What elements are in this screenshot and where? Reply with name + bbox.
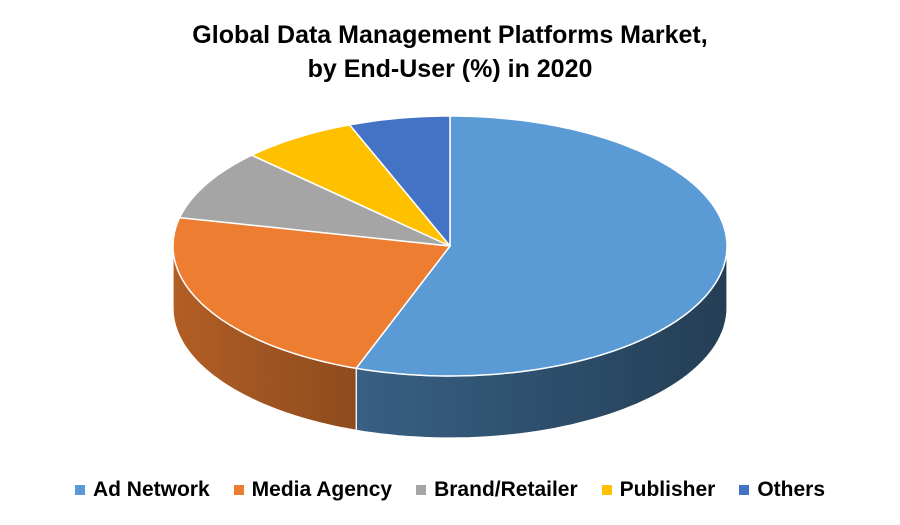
- legend-swatch-icon: [416, 485, 427, 495]
- legend-swatch-icon: [601, 485, 612, 495]
- chart-title-line2: by End-User (%) in 2020: [307, 55, 593, 83]
- pie-chart-3d: [172, 115, 728, 439]
- legend-item-others: Others: [739, 478, 825, 502]
- legend: Ad Network Media Agency Brand/Retailer P…: [0, 478, 900, 502]
- pie-slice-ad-network: [355, 115, 728, 377]
- chart-title: Global Data Management Platforms Market,…: [0, 18, 900, 86]
- pie-slice-others: [348, 115, 451, 247]
- legend-label: Brand/Retailer: [434, 478, 578, 501]
- pie-slice-publisher: [250, 124, 451, 247]
- legend-label: Media Agency: [251, 478, 393, 501]
- legend-item-ad-network: Ad Network: [74, 478, 210, 502]
- legend-label: Publisher: [619, 478, 716, 501]
- legend-label: Others: [757, 478, 826, 501]
- legend-item-media-agency: Media Agency: [233, 478, 393, 502]
- legend-swatch-icon: [739, 485, 750, 495]
- legend-item-publisher: Publisher: [601, 478, 716, 502]
- legend-item-brand-retailer: Brand/Retailer: [416, 478, 578, 502]
- pie-slice-media-agency: [172, 216, 451, 370]
- legend-swatch-icon: [74, 485, 85, 495]
- legend-label: Ad Network: [92, 478, 210, 501]
- legend-swatch-icon: [233, 485, 244, 495]
- chart-title-line1: Global Data Management Platforms Market,: [192, 21, 708, 49]
- pie-slice-brand-retailer: [178, 154, 451, 247]
